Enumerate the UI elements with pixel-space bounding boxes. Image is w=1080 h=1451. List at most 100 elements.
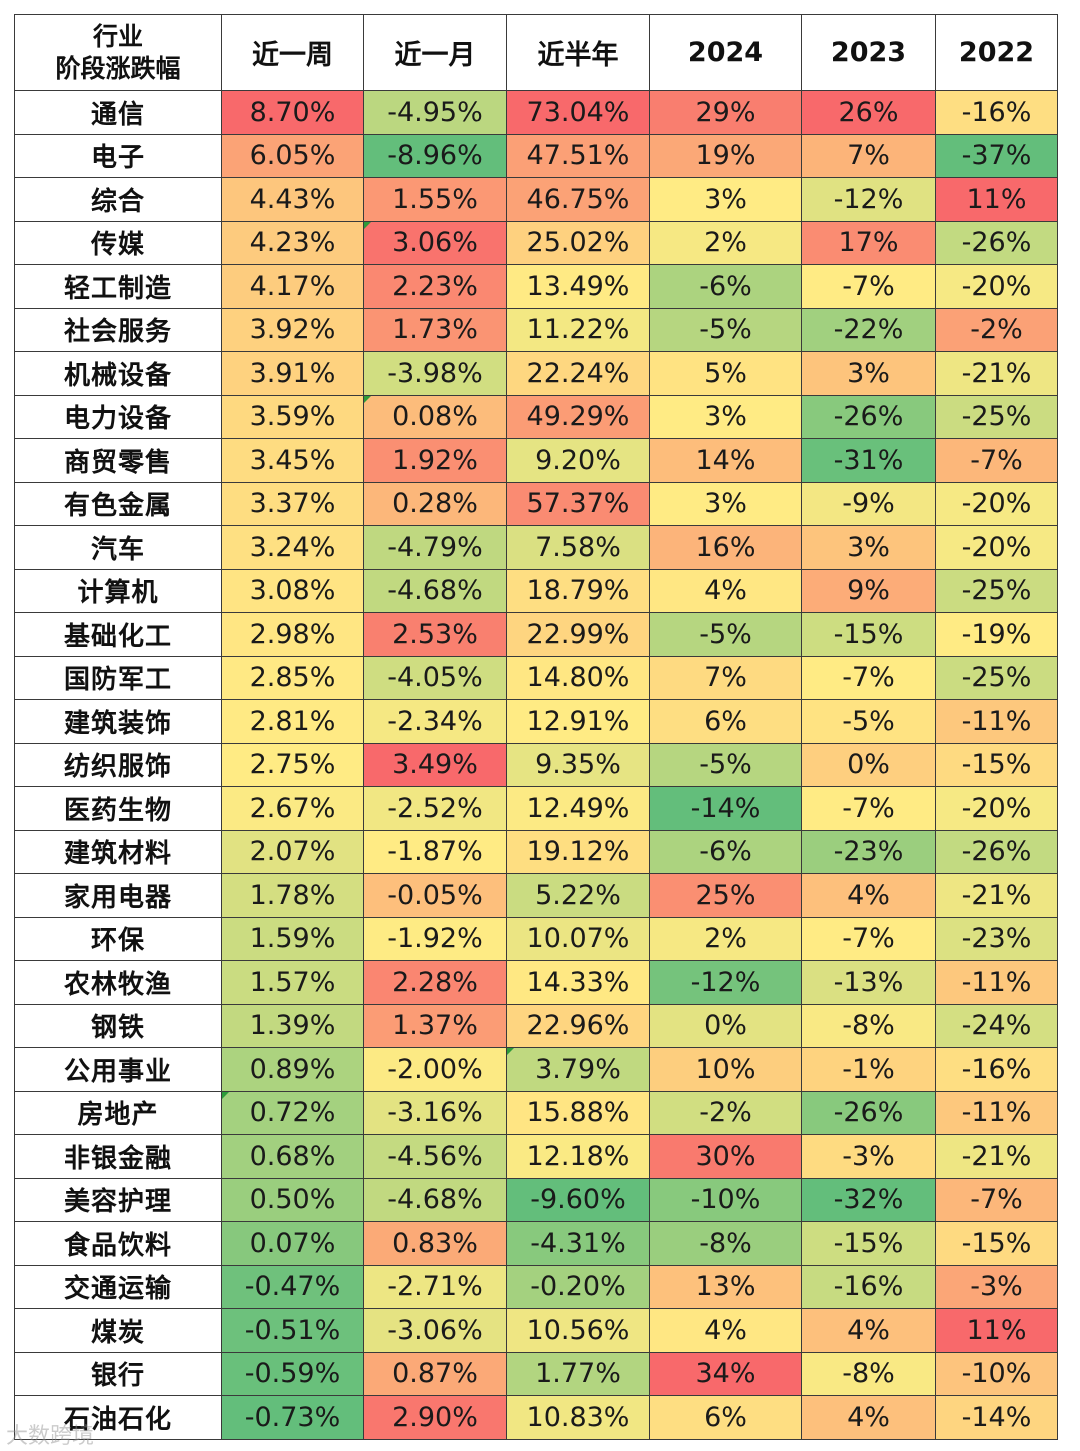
heatmap-cell: 6.05% — [221, 133, 364, 178]
row-label: 建筑材料 — [14, 829, 222, 874]
table-row: 计算机 3.08% -4.68% 18.79% 4% 9% -25% — [14, 568, 1058, 613]
heatmap-cell: 2.53% — [363, 612, 507, 657]
heatmap-cell: 57.37% — [506, 481, 650, 526]
heatmap-cell: 1.57% — [221, 960, 364, 1005]
row-label: 家用电器 — [14, 873, 222, 918]
table-row: 医药生物 2.67% -2.52% 12.49% -14% -7% -20% — [14, 786, 1058, 831]
heatmap-cell: 30% — [649, 1134, 802, 1179]
heatmap-cell: -9% — [801, 481, 936, 526]
heatmap-cell: 2% — [649, 220, 802, 265]
heatmap-cell: 3.37% — [221, 481, 364, 526]
heatmap-cell: -20% — [935, 481, 1058, 526]
table-row: 建筑材料 2.07% -1.87% 19.12% -6% -23% -26% — [14, 829, 1058, 874]
heatmap-cell: -4.05% — [363, 655, 507, 700]
heatmap-cell: 11.22% — [506, 307, 650, 352]
heatmap-cell: 4% — [801, 1395, 936, 1440]
heatmap-cell: -7% — [801, 264, 936, 309]
heatmap-cell: -31% — [801, 438, 936, 483]
heatmap-cell: -5% — [649, 307, 802, 352]
heatmap-cell: 73.04% — [506, 90, 650, 135]
heatmap-cell: 4% — [801, 873, 936, 918]
heatmap-cell: -0.51% — [221, 1308, 364, 1353]
heatmap-cell: 3% — [801, 525, 936, 570]
heatmap-cell: 10% — [649, 1047, 802, 1092]
table-row: 有色金属 3.37% 0.28% 57.37% 3% -9% -20% — [14, 481, 1058, 526]
row-label: 医药生物 — [14, 786, 222, 831]
heatmap-cell: -2.52% — [363, 786, 507, 831]
industry-returns-table: 行业 阶段涨跌幅 近一周 近一月 近半年 2024 2023 2022 通信 8.… — [14, 14, 1058, 1440]
row-label: 非银金融 — [14, 1134, 222, 1179]
heatmap-cell: 12.18% — [506, 1134, 650, 1179]
heatmap-cell: 19.12% — [506, 829, 650, 874]
heatmap-cell: 0.89% — [221, 1047, 364, 1092]
heatmap-cell: -6% — [649, 264, 802, 309]
heatmap-cell: 2.75% — [221, 742, 364, 787]
heatmap-cell: 3.49% — [363, 742, 507, 787]
heatmap-cell: 5.22% — [506, 873, 650, 918]
row-label: 商贸零售 — [14, 438, 222, 483]
table-row: 汽车 3.24% -4.79% 7.58% 16% 3% -20% — [14, 525, 1058, 570]
heatmap-cell: 26% — [801, 90, 936, 135]
heatmap-cell: 14.80% — [506, 655, 650, 700]
heatmap-cell: -0.47% — [221, 1264, 364, 1309]
heatmap-cell: -0.73% — [221, 1395, 364, 1440]
heatmap-cell: 1.73% — [363, 307, 507, 352]
corner-label-period-change: 阶段涨跌幅 — [55, 53, 181, 83]
heatmap-cell: -20% — [935, 264, 1058, 309]
table-row: 食品饮料 0.07% 0.83% -4.31% -8% -15% -15% — [14, 1221, 1058, 1266]
heatmap-cell: -11% — [935, 699, 1058, 744]
heatmap-cell: 2.81% — [221, 699, 364, 744]
table-row: 银行 -0.59% 0.87% 1.77% 34% -8% -10% — [14, 1351, 1058, 1396]
heatmap-cell: 19% — [649, 133, 802, 178]
heatmap-cell: 3.91% — [221, 351, 364, 396]
corner-header: 行业 阶段涨跌幅 — [14, 14, 222, 91]
heatmap-cell: 25% — [649, 873, 802, 918]
heatmap-cell: -0.20% — [506, 1264, 650, 1309]
heatmap-cell: -37% — [935, 133, 1058, 178]
table-row: 环保 1.59% -1.92% 10.07% 2% -7% -23% — [14, 916, 1058, 961]
heatmap-cell: -4.56% — [363, 1134, 507, 1179]
heatmap-cell: -25% — [935, 568, 1058, 613]
table-row: 社会服务 3.92% 1.73% 11.22% -5% -22% -2% — [14, 307, 1058, 352]
heatmap-cell: 1.59% — [221, 916, 364, 961]
heatmap-cell: -23% — [801, 829, 936, 874]
heatmap-cell: -0.05% — [363, 873, 507, 918]
heatmap-cell: -2% — [649, 1090, 802, 1135]
heatmap-cell: 2.98% — [221, 612, 364, 657]
heatmap-cell: -5% — [801, 699, 936, 744]
table-row: 农林牧渔 1.57% 2.28% 14.33% -12% -13% -11% — [14, 960, 1058, 1005]
heatmap-cell: 2.90% — [363, 1395, 507, 1440]
heatmap-cell: -15% — [801, 612, 936, 657]
heatmap-cell: -7% — [935, 1177, 1058, 1222]
table-row: 电子 6.05% -8.96% 47.51% 19% 7% -37% — [14, 133, 1058, 178]
heatmap-cell: 4.43% — [221, 177, 364, 222]
heatmap-cell: -7% — [935, 438, 1058, 483]
heatmap-cell: 3% — [649, 481, 802, 526]
heatmap-cell: -25% — [935, 394, 1058, 439]
table-row: 公用事业 0.89% -2.00% 3.79% 10% -1% -16% — [14, 1047, 1058, 1092]
table-row: 通信 8.70% -4.95% 73.04% 29% 26% -16% — [14, 90, 1058, 135]
heatmap-cell: 9.35% — [506, 742, 650, 787]
heatmap-cell: 3.59% — [221, 394, 364, 439]
heatmap-cell: -15% — [935, 1221, 1058, 1266]
heatmap-cell: 0.50% — [221, 1177, 364, 1222]
heatmap-cell: 11% — [935, 177, 1058, 222]
table-row: 传媒 4.23% 3.06% 25.02% 2% 17% -26% — [14, 220, 1058, 265]
heatmap-cell: -12% — [649, 960, 802, 1005]
heatmap-cell: -8.96% — [363, 133, 507, 178]
row-label: 电力设备 — [14, 394, 222, 439]
heatmap-cell: 47.51% — [506, 133, 650, 178]
row-label: 农林牧渔 — [14, 960, 222, 1005]
heatmap-cell: -26% — [801, 394, 936, 439]
heatmap-cell: -14% — [649, 786, 802, 831]
column-header: 2022 — [935, 14, 1058, 91]
heatmap-cell: -4.68% — [363, 1177, 507, 1222]
row-label: 公用事业 — [14, 1047, 222, 1092]
heatmap-cell: 17% — [801, 220, 936, 265]
table-row: 煤炭 -0.51% -3.06% 10.56% 4% 4% 11% — [14, 1308, 1058, 1353]
heatmap-cell: 1.92% — [363, 438, 507, 483]
heatmap-cell: -21% — [935, 351, 1058, 396]
heatmap-cell: 29% — [649, 90, 802, 135]
heatmap-cell: -8% — [801, 1351, 936, 1396]
heatmap-cell: -26% — [801, 1090, 936, 1135]
